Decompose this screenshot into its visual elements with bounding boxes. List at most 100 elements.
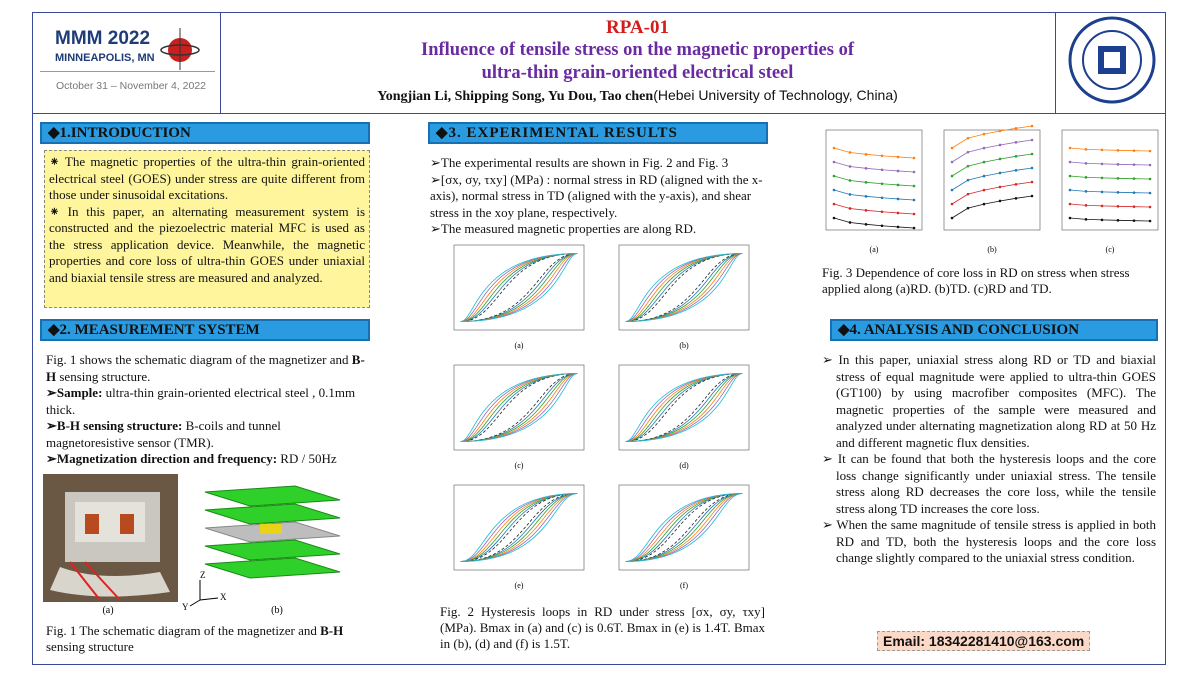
plot-frame bbox=[943, 129, 1041, 231]
loss-marker bbox=[1068, 146, 1072, 150]
loss-marker bbox=[982, 174, 986, 178]
loss-marker bbox=[1068, 160, 1072, 164]
loss-marker bbox=[864, 195, 868, 198]
item: ➢B-H sensing structure: B-coils and tunn… bbox=[46, 418, 372, 451]
loss-marker bbox=[848, 221, 852, 224]
loss-marker bbox=[1116, 219, 1120, 222]
loss-marker bbox=[1030, 138, 1034, 142]
conclusion: ➢ When the same magnitude of tensile str… bbox=[822, 517, 1156, 565]
loss-curve bbox=[1069, 161, 1151, 166]
logo-rule bbox=[40, 71, 215, 72]
subfigure-label: (b) bbox=[679, 341, 689, 350]
figure-caption: Fig. 3 Dependence of core loss in RD on … bbox=[822, 265, 1130, 296]
loss-marker bbox=[1100, 148, 1104, 152]
loss-marker bbox=[1132, 191, 1136, 194]
loss-curve bbox=[951, 181, 1033, 205]
affiliation: (Hebei University of Technology, China) bbox=[653, 87, 898, 103]
loss-marker bbox=[982, 160, 986, 164]
subfigure-label: (b) bbox=[987, 245, 997, 254]
loss-marker bbox=[832, 202, 836, 206]
loss-marker bbox=[950, 146, 954, 150]
logo-title: MMM 2022 bbox=[55, 28, 151, 49]
loss-marker bbox=[1116, 177, 1120, 180]
item: ➢The measured magnetic properties are al… bbox=[430, 221, 697, 236]
loss-curve bbox=[833, 147, 915, 159]
loss-marker bbox=[998, 199, 1002, 203]
item: ➢Magnetization direction and frequency: … bbox=[46, 451, 372, 468]
loss-marker bbox=[1148, 163, 1152, 167]
loss-marker bbox=[1084, 148, 1088, 151]
loss-marker bbox=[982, 132, 986, 136]
intro-bullet: ⁕ In this paper, an alternating measurem… bbox=[49, 203, 365, 285]
loss-marker bbox=[1100, 176, 1104, 180]
text: sensing structure bbox=[46, 639, 134, 654]
loss-marker bbox=[982, 146, 986, 150]
subfigure-label: (d) bbox=[679, 461, 689, 470]
loss-curve bbox=[951, 125, 1033, 149]
loss-marker bbox=[1030, 180, 1034, 184]
loss-marker bbox=[912, 198, 916, 202]
loss-marker bbox=[1100, 162, 1104, 166]
intro-bullet: ⁕ The magnetic properties of the ultra-t… bbox=[49, 154, 365, 202]
loss-marker bbox=[982, 202, 986, 206]
item-label: ➢B-H sensing structure: bbox=[46, 418, 183, 433]
email[interactable]: Email: 18342281410@163.com bbox=[877, 631, 1091, 651]
loss-marker bbox=[1014, 183, 1018, 186]
figure-caption: Fig. 1 The schematic diagram of the magn… bbox=[46, 623, 376, 655]
loss-marker bbox=[1068, 216, 1072, 220]
subfigure-label: (c) bbox=[515, 461, 524, 470]
loss-marker bbox=[1030, 124, 1034, 128]
loss-marker bbox=[1116, 149, 1120, 152]
loss-marker bbox=[896, 155, 900, 159]
subfigure-label: (c) bbox=[1106, 245, 1115, 254]
subfigure-label: (b) bbox=[271, 605, 283, 616]
loss-marker bbox=[998, 157, 1002, 161]
loss-marker bbox=[848, 179, 852, 182]
plot-frame bbox=[825, 129, 923, 231]
item: ➢[σx, σy, τxy] (MPa) : normal stress in … bbox=[430, 171, 763, 220]
loss-marker bbox=[998, 171, 1002, 175]
loss-curve bbox=[833, 203, 915, 215]
university-logo bbox=[1068, 16, 1156, 104]
item-text: B-coils and tunnel magnetoresistive sens… bbox=[46, 418, 281, 450]
figure-caption: Fig. 2 Hysteresis loops in RD under stre… bbox=[440, 604, 765, 651]
loop-curve bbox=[625, 253, 743, 322]
loss-marker bbox=[832, 216, 836, 220]
loss-marker bbox=[950, 188, 954, 192]
loss-marker bbox=[1100, 218, 1104, 222]
loss-marker bbox=[1014, 141, 1018, 144]
loss-marker bbox=[1030, 152, 1034, 156]
plot-frame bbox=[618, 364, 750, 451]
figure-2: (a) (b) (c) (d) (e) (f) bbox=[453, 244, 750, 590]
axis-label: X bbox=[220, 592, 227, 602]
loss-curve bbox=[951, 167, 1033, 191]
loss-marker bbox=[896, 169, 900, 173]
text: sensing structure. bbox=[56, 368, 151, 384]
loss-marker bbox=[896, 211, 900, 215]
loss-marker bbox=[864, 209, 868, 212]
loss-marker bbox=[1132, 219, 1136, 222]
loss-marker bbox=[1132, 177, 1136, 180]
loss-marker bbox=[912, 226, 916, 230]
loss-marker bbox=[912, 156, 916, 160]
loss-marker bbox=[1148, 191, 1152, 195]
loss-marker bbox=[896, 225, 900, 229]
loss-marker bbox=[1132, 205, 1136, 208]
figure-3: (a) (b) (c) bbox=[825, 124, 1159, 254]
loss-marker bbox=[1100, 190, 1104, 194]
loss-marker bbox=[1084, 218, 1088, 221]
axis-label: Z bbox=[200, 570, 206, 580]
subfigure-label: (a) bbox=[515, 341, 524, 350]
plot-frame bbox=[1061, 129, 1159, 231]
loss-marker bbox=[896, 183, 900, 187]
loss-marker bbox=[880, 154, 884, 158]
loss-curve bbox=[1069, 203, 1151, 208]
loss-marker bbox=[1148, 177, 1152, 181]
loss-marker bbox=[864, 153, 868, 156]
loss-marker bbox=[1084, 190, 1088, 193]
loss-marker bbox=[1084, 204, 1088, 207]
authors: Yongjian Li, Shipping Song, Yu Dou, Tao … bbox=[377, 89, 654, 104]
loss-marker bbox=[832, 160, 836, 164]
loss-marker bbox=[880, 210, 884, 214]
loss-marker bbox=[1116, 205, 1120, 208]
